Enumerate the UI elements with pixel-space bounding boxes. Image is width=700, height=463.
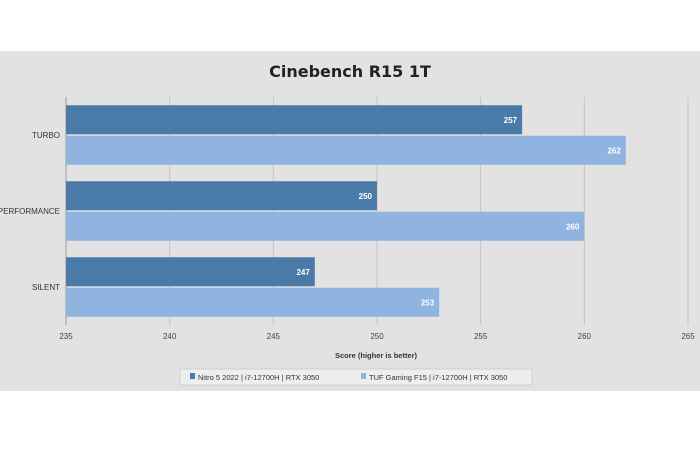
- legend-label: TUF Gaming F15 | i7-12700H | RTX 3050: [369, 373, 507, 382]
- bar-chart: Cinebench R15 1T 235 240 245 250 255 260 265 TU…: [0, 62, 695, 386]
- bar-nitro-turbo: [66, 105, 523, 135]
- x-tick-label: 260: [578, 332, 592, 341]
- bars: [66, 105, 626, 317]
- x-tick-label: 255: [474, 332, 488, 341]
- x-tick-label: 265: [681, 332, 695, 341]
- bar-value-label: 253: [421, 298, 435, 307]
- x-axis-title: Score (higher is better): [335, 351, 418, 360]
- bar-value-label: 247: [296, 268, 310, 277]
- bar-value-label: 257: [504, 116, 518, 125]
- bar-tuf-performance: [66, 211, 585, 241]
- x-tick-label: 245: [267, 332, 281, 341]
- bar-tuf-turbo: [66, 135, 626, 165]
- labels: 235 240 245 250 255 260 265 TURBO 257 262 PERFORMA…: [0, 116, 695, 341]
- x-tick-label: 250: [370, 332, 384, 341]
- category-label: TURBO: [32, 131, 60, 140]
- bar-value-label: 262: [607, 146, 621, 155]
- legend-label: Nitro 5 2022 | i7-12700H | RTX 3050: [198, 373, 319, 382]
- bar-value-label: 250: [359, 192, 373, 201]
- chart-title: Cinebench R15 1T: [269, 62, 431, 81]
- category-label: PERFORMANCE: [0, 207, 60, 216]
- bar-nitro-performance: [66, 181, 377, 211]
- chart-panel: Cinebench R15 1T 235 240 245 250 255 260 265 TU…: [0, 51, 700, 391]
- legend-box: [179, 368, 533, 386]
- legend-swatch: [361, 373, 366, 379]
- bar-nitro-silent: [66, 257, 315, 287]
- x-tick-label: 240: [163, 332, 177, 341]
- legend-swatch: [190, 373, 195, 379]
- legend: Nitro 5 2022 | i7-12700H | RTX 3050 TUF G…: [179, 368, 533, 386]
- gridlines: [65, 97, 689, 325]
- bar-tuf-silent: [66, 287, 440, 317]
- x-tick-label: 235: [59, 332, 73, 341]
- bar-value-label: 260: [566, 222, 580, 231]
- category-label: SILENT: [32, 283, 60, 292]
